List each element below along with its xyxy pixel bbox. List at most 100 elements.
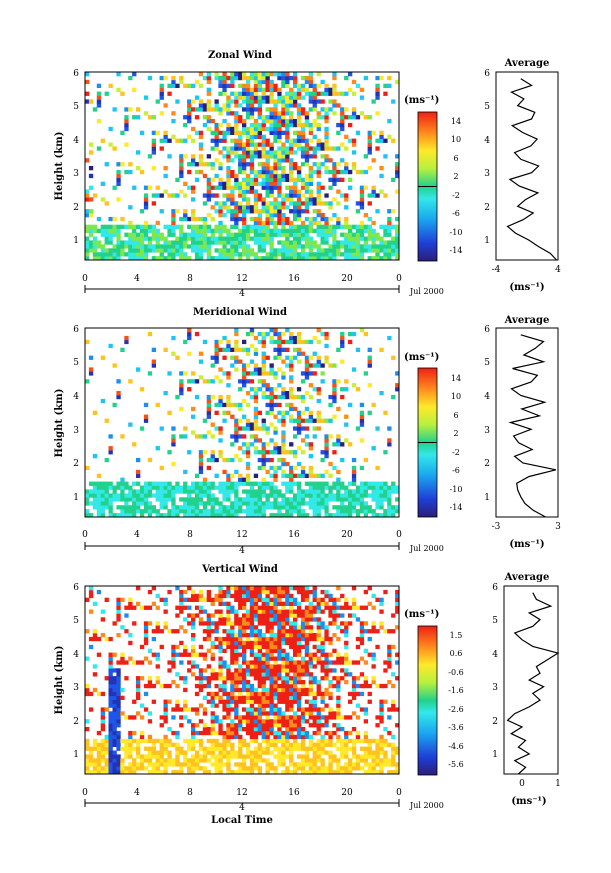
heatmap-cell — [363, 719, 368, 724]
heatmap-cell — [296, 719, 302, 724]
heatmap-cell — [281, 633, 286, 638]
heatmap-cell — [265, 394, 270, 400]
heatmap-cell — [324, 169, 329, 175]
heatmap-cell — [120, 347, 125, 352]
heatmap-cell — [308, 469, 313, 475]
heatmap-cell — [359, 418, 365, 423]
heatmap-cell — [285, 158, 290, 163]
heatmap-cell — [261, 636, 266, 642]
heatmap-cell — [281, 754, 286, 759]
heatmap-cell — [300, 770, 306, 775]
heatmap-cell — [191, 625, 196, 630]
heatmap-cell — [261, 730, 266, 736]
heatmap-cell — [206, 613, 211, 618]
heatmap-cell — [124, 107, 129, 112]
heatmap-cell — [112, 216, 117, 222]
heatmap-cell — [218, 122, 223, 128]
heatmap-cell — [395, 162, 400, 167]
heatmap-cell — [312, 505, 317, 510]
heatmap-cell — [312, 107, 317, 112]
heatmap-cell — [100, 181, 105, 186]
heatmap-cell — [324, 497, 329, 502]
heatmap-cell — [234, 505, 239, 510]
heatmap-cell — [139, 426, 145, 431]
heatmap-cell — [230, 730, 235, 736]
heatmap-cell — [245, 473, 251, 478]
heatmap-cell — [139, 762, 145, 767]
heatmap-cell — [257, 629, 262, 634]
heatmap-cell — [198, 244, 204, 249]
heatmap-cell — [296, 473, 302, 478]
heatmap-cell — [198, 232, 204, 237]
heatmap-cell — [324, 664, 329, 669]
heatmap-cell — [387, 134, 392, 139]
heatmap-cell — [304, 652, 310, 657]
heatmap-cell — [226, 754, 231, 759]
heatmap-cell — [179, 505, 184, 510]
heatmap-cell — [155, 99, 160, 104]
heatmap-cell — [304, 617, 310, 622]
heatmap-cell — [277, 130, 282, 135]
heatmap-cell — [328, 513, 333, 518]
heatmap-cell — [296, 335, 302, 341]
heatmap-cell — [328, 256, 333, 261]
heatmap-cell — [198, 597, 204, 602]
heatmap-cell — [175, 83, 180, 88]
heatmap-cell — [304, 162, 310, 167]
heatmap-cell — [183, 83, 188, 88]
heatmap-cell — [253, 224, 259, 229]
heatmap-cell — [289, 625, 294, 630]
heatmap-cell — [348, 501, 353, 506]
heatmap-cell — [363, 154, 368, 159]
heatmap-cell — [214, 770, 219, 775]
heatmap-cell — [112, 485, 117, 490]
heatmap-cell — [304, 119, 310, 124]
heatmap-cell — [139, 228, 145, 233]
heatmap-cell — [312, 707, 317, 712]
heatmap-cell — [151, 652, 156, 657]
heatmap-cell — [238, 236, 243, 241]
heatmap-cell — [242, 727, 247, 732]
heatmap-cell — [222, 589, 227, 595]
heatmap-cell — [198, 687, 204, 693]
heatmap-cell — [230, 593, 235, 599]
heatmap-cell — [379, 166, 384, 171]
heatmap-cell — [253, 216, 259, 222]
heatmap-cell — [293, 228, 298, 233]
heatmap-cell — [336, 497, 341, 502]
heatmap-cell — [336, 734, 341, 740]
heatmap-cell — [242, 668, 247, 673]
heatmap-cell — [285, 723, 290, 728]
heatmap-cell — [281, 442, 286, 447]
heatmap-cell — [147, 493, 153, 498]
heatmap-cell — [226, 95, 231, 100]
heatmap-cell — [348, 762, 353, 767]
heatmap-cell — [328, 609, 333, 614]
heatmap-cell — [391, 355, 396, 360]
heatmap-cell — [206, 738, 211, 744]
heatmap-cell — [155, 497, 160, 502]
heatmap-cell — [171, 134, 176, 139]
heatmap-cell — [308, 664, 313, 669]
heatmap-cell — [387, 426, 392, 431]
heatmap-cell — [249, 248, 255, 253]
heatmap-cell — [273, 644, 278, 650]
heatmap-cell — [281, 621, 286, 626]
heatmap-cell — [242, 656, 247, 661]
heatmap-cell — [296, 489, 302, 494]
heatmap-cell — [371, 750, 376, 755]
colorbar-tick: -14 — [450, 503, 463, 512]
heatmap-cell — [253, 134, 259, 139]
heatmap-cell — [273, 473, 278, 478]
heatmap-cell — [328, 770, 333, 775]
heatmap-cell — [108, 501, 113, 506]
heatmap-cell — [159, 723, 164, 728]
heatmap-cell — [312, 703, 317, 708]
heatmap-cell — [253, 414, 259, 419]
heatmap-cell — [367, 481, 372, 486]
heatmap-cell — [293, 256, 298, 261]
heatmap-cell — [332, 711, 337, 716]
heatmap-cell — [245, 625, 251, 630]
heatmap-cell — [304, 252, 310, 257]
heatmap-cell — [277, 593, 282, 599]
